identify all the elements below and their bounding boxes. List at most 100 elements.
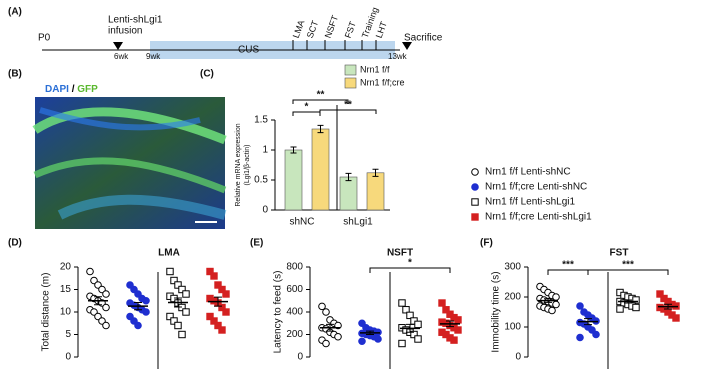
significance-bracket (587, 269, 669, 275)
y-tick-label: 5 (65, 329, 71, 340)
y-tick-label: 300 (504, 262, 521, 273)
error-bar (584, 318, 592, 326)
legend-marker (471, 168, 479, 176)
data-point (214, 281, 222, 289)
timeline-start: P0 (38, 33, 51, 44)
error-bar (290, 146, 297, 154)
error-bar (406, 323, 414, 333)
data-point (170, 317, 178, 325)
data-point (672, 314, 680, 322)
error-bar (214, 296, 222, 307)
data-point (206, 312, 214, 321)
data-point (170, 276, 178, 285)
data-point (406, 311, 414, 320)
sacrifice-arrow (402, 42, 412, 50)
legend-label: Nrn1 f/f Lenti-shNC (485, 167, 571, 178)
error-bar (664, 303, 672, 310)
data-point (454, 316, 462, 324)
data-point (442, 306, 450, 314)
chart-title: FST (610, 248, 629, 259)
test-label: NSFT (323, 14, 341, 40)
significance-label: * (408, 258, 412, 269)
legend-label: Nrn1 f/f (360, 64, 390, 74)
data-point (410, 330, 418, 339)
y-axis-label: Latency to feed (s) (273, 271, 284, 354)
data-point (454, 326, 462, 334)
data-point (576, 333, 584, 342)
x-tick-label: shNC (289, 217, 314, 228)
error-bar (624, 299, 632, 304)
data-point (174, 281, 182, 289)
data-point (134, 321, 142, 330)
data-point (178, 285, 186, 294)
data-point (174, 321, 182, 330)
data-point (576, 302, 584, 310)
stain-name: / (72, 84, 75, 95)
y-tick-label: 400 (286, 307, 303, 318)
data-point (402, 306, 410, 314)
y-tick-label: 10 (60, 307, 72, 318)
chart-title: LMA (158, 248, 180, 259)
week-label: 6wk (114, 52, 129, 61)
infusion-label: infusion (108, 26, 142, 37)
error-bar (174, 297, 182, 308)
y-tick-label: 15 (60, 284, 72, 295)
y-tick-label: 600 (286, 284, 303, 295)
data-point (218, 285, 226, 294)
data-point (210, 317, 218, 325)
test-label: FST (343, 20, 358, 40)
data-point (438, 299, 446, 307)
data-point (182, 290, 190, 298)
data-point (86, 267, 94, 276)
legend-marker (471, 183, 479, 191)
data-point (656, 290, 664, 298)
stain-name: DAPI (45, 84, 69, 95)
data-point (166, 312, 174, 321)
y-tick-label: 800 (286, 262, 303, 273)
data-point (318, 302, 326, 311)
week-label: 9wk (146, 52, 161, 61)
data-point (414, 320, 422, 329)
y-tick-label: 200 (286, 329, 303, 340)
data-point (552, 293, 560, 301)
panel-letter: (B) (8, 69, 22, 80)
significance-label: *** (622, 260, 634, 271)
y-tick-label: 0 (262, 205, 268, 216)
week-label: 13wk (388, 52, 408, 61)
legend-marker (471, 198, 479, 206)
data-point (632, 303, 640, 312)
data-point (398, 299, 406, 307)
error-bar (326, 323, 334, 332)
data-point (102, 303, 110, 312)
test-label: SCT (305, 19, 321, 40)
error-bar (94, 296, 102, 306)
period-label: CUS (238, 45, 259, 56)
data-point (102, 290, 110, 298)
data-point (358, 337, 366, 346)
significance-label: *** (562, 260, 574, 271)
sacrifice-label: Sacrifice (404, 33, 443, 44)
legend-label: Nrn1 f/f Lenti-shLgi1 (485, 197, 575, 208)
y-tick-label: 200 (504, 292, 521, 303)
significance-bracket (547, 269, 589, 275)
legend-swatch (344, 77, 357, 89)
data-point (182, 308, 190, 316)
panel-letter: (A) (8, 7, 22, 18)
data-point (210, 272, 218, 280)
y-tick-label: 0.5 (254, 175, 268, 186)
stain-name: GFP (77, 84, 98, 95)
error-bar (134, 302, 142, 311)
y-axis-label: (Lgi1/β-actin) (244, 145, 251, 186)
bar (339, 176, 358, 211)
data-point (398, 339, 406, 348)
data-point (548, 306, 556, 315)
data-point (166, 267, 174, 276)
y-tick-label: 0 (515, 352, 521, 363)
data-point (552, 300, 560, 309)
y-tick-label: 20 (60, 262, 72, 273)
significance-label: ** (344, 100, 352, 111)
bar (284, 149, 303, 211)
legend-label: Nrn1 f/f;cre Lenti-shNC (485, 182, 587, 193)
stain-label: DAPI / GFP (45, 84, 98, 95)
